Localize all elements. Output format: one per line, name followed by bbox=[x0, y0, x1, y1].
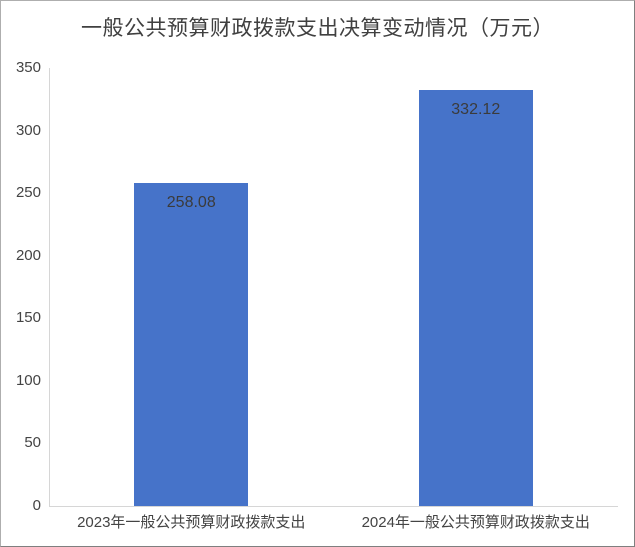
bar-value-label: 258.08 bbox=[166, 194, 216, 212]
bar: 258.08 bbox=[134, 183, 249, 506]
y-axis-tick-label: 350 bbox=[15, 59, 41, 76]
x-axis-category-label: 2024年一般公共预算财政拨款支出 bbox=[361, 514, 590, 531]
bar-value-label: 332.12 bbox=[451, 101, 501, 119]
y-axis-tick-label: 200 bbox=[15, 246, 41, 264]
chart-title: 一般公共预算财政拨款支出决算变动情况（万元） bbox=[81, 17, 554, 40]
bar: 332.12 bbox=[418, 90, 533, 506]
y-axis-tick-label: 150 bbox=[15, 309, 41, 327]
y-axis-tick-label: 50 bbox=[24, 434, 41, 452]
x-axis-line bbox=[49, 506, 618, 507]
x-axis-category-label: 2023年一般公共预算财政拨款支出 bbox=[77, 514, 306, 531]
y-axis-tick-label: 250 bbox=[15, 184, 41, 202]
y-axis-tick-label: 300 bbox=[15, 121, 41, 139]
y-axis-tick-label: 0 bbox=[32, 497, 41, 514]
y-axis-tick-label: 100 bbox=[15, 371, 41, 389]
y-axis-line bbox=[49, 68, 50, 506]
